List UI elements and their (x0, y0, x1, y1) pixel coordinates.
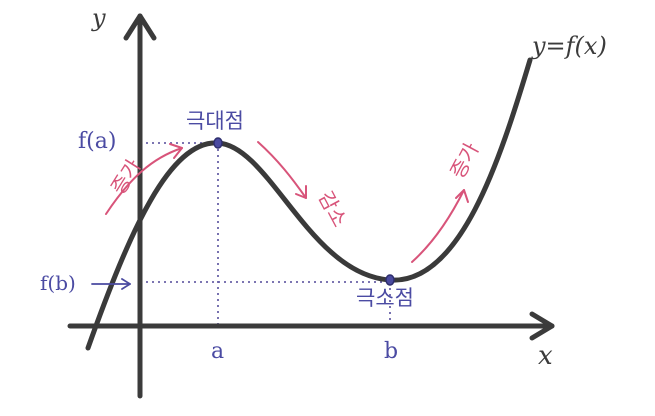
increase-right-label: 증가 (445, 139, 483, 183)
local-max-point (213, 137, 223, 149)
increase-left-arrowhead (169, 143, 183, 159)
fa-label: f(a) (78, 129, 116, 154)
decrease-arrowhead (295, 185, 307, 199)
tick-a-label: a (211, 339, 224, 364)
increase-right-arrow (411, 189, 465, 263)
fb-pointer-arrowhead (121, 278, 131, 290)
x-axis-label: x (538, 341, 553, 371)
curve-label: y=f(x) (531, 32, 607, 60)
decrease-arrow (257, 141, 307, 199)
y-axis-arrowhead (123, 13, 157, 41)
local-min-point (385, 274, 395, 286)
x-axis-arrowhead (529, 311, 555, 341)
tick-b-label: b (384, 339, 398, 364)
local-max-label: 극대점 (186, 109, 244, 133)
fb-label: f(b) (40, 271, 76, 295)
function-curve (85, 57, 533, 351)
local-min-label: 극소점 (356, 286, 414, 310)
increase-right-arrowhead (455, 189, 469, 203)
y-axis-label: y (91, 4, 106, 32)
increase-left-arrow (105, 147, 183, 215)
decrease-label: 감소 (314, 187, 352, 231)
